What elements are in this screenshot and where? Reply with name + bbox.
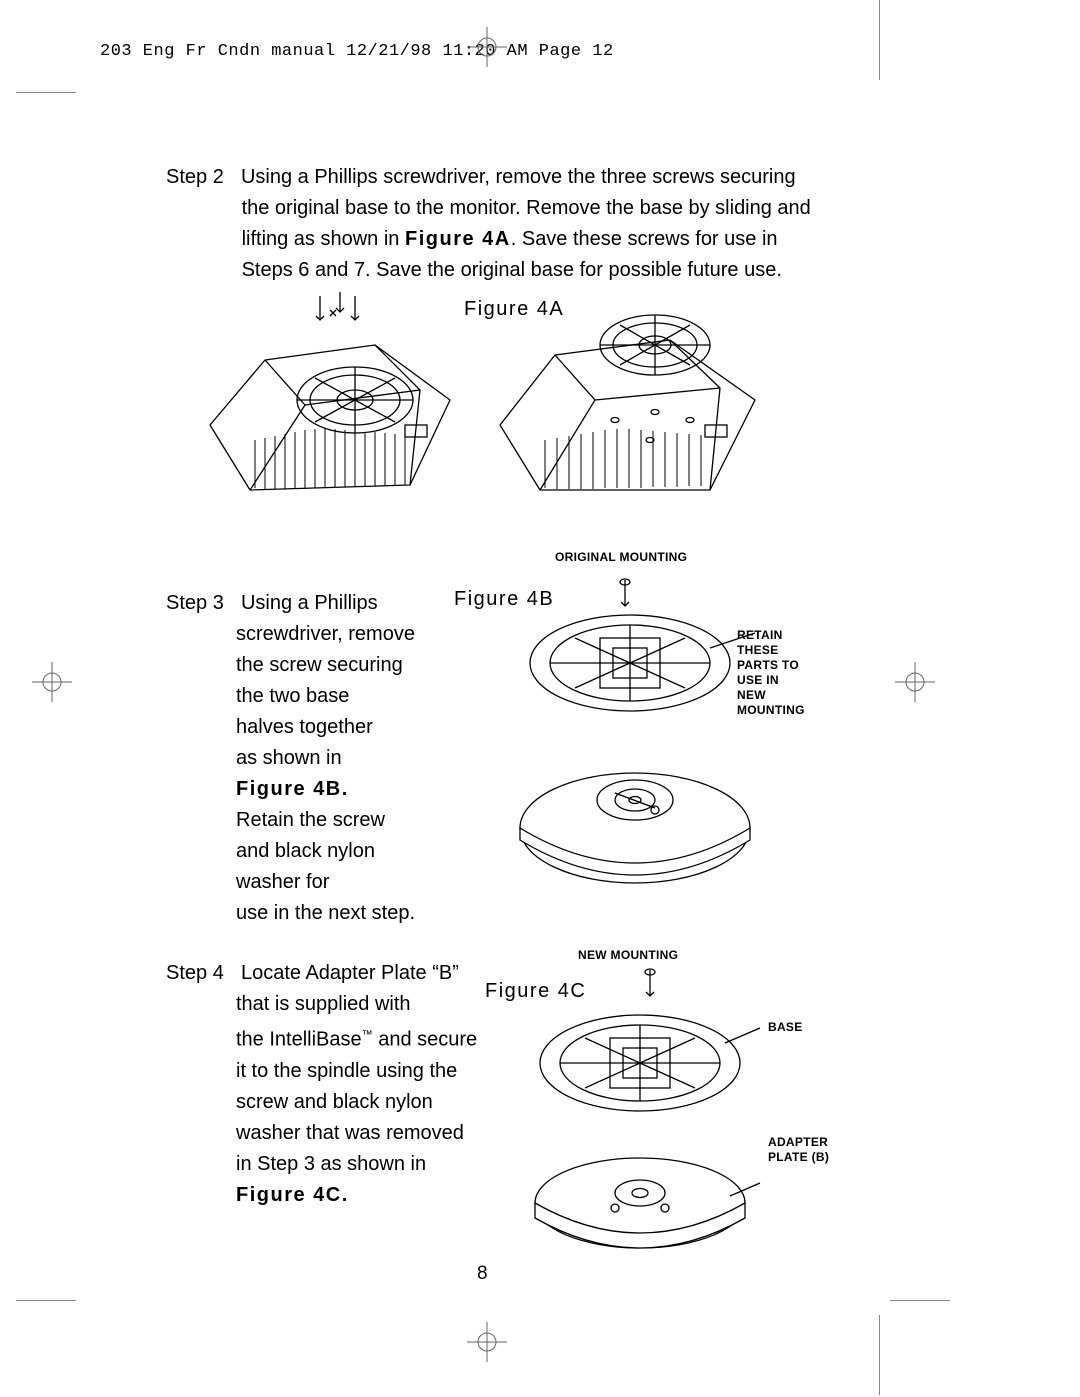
crop-mark bbox=[879, 0, 880, 80]
manual-page: 203 Eng Fr Cndn manual 12/21/98 11:20 AM… bbox=[0, 0, 1080, 1397]
step2-line1: Using a Phillips screwdriver, remove the… bbox=[241, 166, 796, 188]
step4-l6: washer that was removed bbox=[236, 1122, 464, 1144]
fig4a-inline: Figure 4A bbox=[405, 228, 511, 250]
step3-l8: Retain the screw bbox=[236, 809, 385, 831]
step4-l1: Locate Adapter Plate “B” bbox=[241, 962, 459, 984]
base-callout-label: BASE bbox=[768, 1020, 803, 1035]
registration-mark-bottom bbox=[467, 1322, 507, 1362]
step2-line3b: . Save these screws for use in bbox=[511, 228, 778, 250]
step4-block: Step 4 Locate Adapter Plate “B” that is … bbox=[166, 958, 496, 1211]
step4-l3b: and secure bbox=[373, 1029, 478, 1051]
step4-l3a: the IntelliBase bbox=[236, 1029, 362, 1051]
adapter-callout-label: ADAPTER PLATE (B) bbox=[768, 1135, 829, 1165]
crop-mark bbox=[890, 1300, 950, 1301]
step3-l10: washer for bbox=[236, 871, 329, 893]
step4-l2: that is supplied with bbox=[236, 993, 411, 1015]
fig4c-diagram bbox=[515, 968, 765, 1268]
step3-l2: screwdriver, remove bbox=[236, 623, 415, 645]
step2-line2: the original base to the monitor. Remove… bbox=[242, 197, 811, 219]
step3-l5: halves together bbox=[236, 716, 373, 738]
step4-l7: in Step 3 as shown in bbox=[236, 1153, 426, 1175]
fig4c-inline: Figure 4C. bbox=[236, 1184, 349, 1206]
step3-l11: use in the next step. bbox=[236, 902, 415, 924]
registration-mark-right bbox=[895, 662, 935, 702]
step3-l9: and black nylon bbox=[236, 840, 375, 862]
step2-label: Step 2 bbox=[166, 166, 224, 188]
header-slug: 203 Eng Fr Cndn manual 12/21/98 11:20 AM… bbox=[100, 42, 614, 61]
step2-line3a: lifting as shown in bbox=[242, 228, 405, 250]
step4-label: Step 4 bbox=[166, 962, 224, 984]
crop-mark bbox=[16, 1300, 76, 1301]
page-number: 8 bbox=[477, 1263, 488, 1285]
registration-mark-left bbox=[32, 662, 72, 702]
fig4a-left-diagram bbox=[205, 290, 470, 495]
step3-l1: Using a Phillips bbox=[241, 592, 378, 614]
step2-block: Step 2 Using a Phillips screwdriver, rem… bbox=[166, 162, 886, 286]
step3-label: Step 3 bbox=[166, 592, 224, 614]
crop-mark bbox=[16, 92, 76, 93]
step3-l4: the two base bbox=[236, 685, 349, 707]
step3-l6: as shown in bbox=[236, 747, 342, 769]
crop-mark bbox=[879, 1315, 880, 1395]
step2-line4: Steps 6 and 7. Save the original base fo… bbox=[242, 259, 782, 281]
fig4a-right-diagram bbox=[495, 290, 770, 495]
new-mounting-label: NEW MOUNTING bbox=[578, 948, 678, 963]
tm-symbol: ™ bbox=[362, 1029, 373, 1041]
retain-note: RETAIN THESE PARTS TO USE IN NEW MOUNTIN… bbox=[737, 628, 805, 718]
step3-block: Step 3 Using a Phillips screwdriver, rem… bbox=[166, 588, 466, 929]
step3-l3: the screw securing bbox=[236, 654, 403, 676]
fig4b-inline: Figure 4B. bbox=[236, 778, 349, 800]
step4-l4: it to the spindle using the bbox=[236, 1060, 457, 1082]
step4-l5: screw and black nylon bbox=[236, 1091, 433, 1113]
original-mounting-label: ORIGINAL MOUNTING bbox=[555, 550, 687, 565]
